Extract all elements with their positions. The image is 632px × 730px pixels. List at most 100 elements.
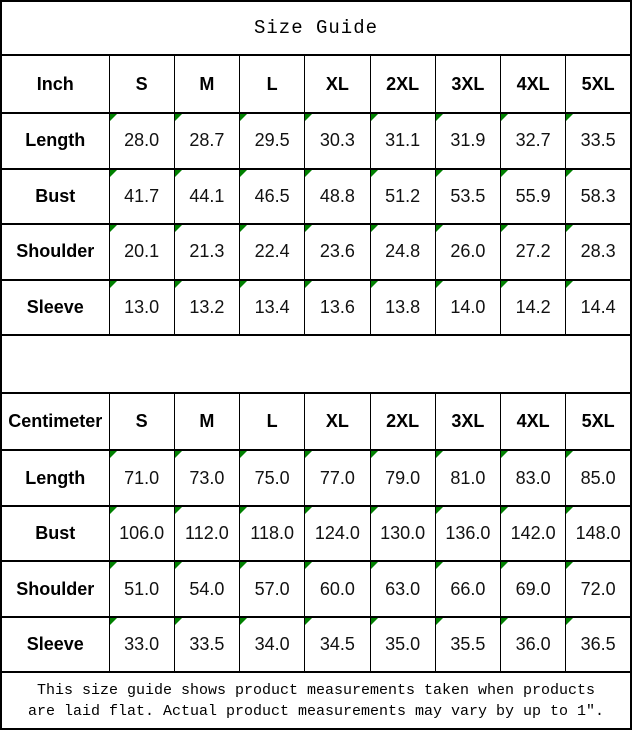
measurement-value: 13.4 bbox=[254, 296, 290, 317]
green-corner-flag-icon bbox=[501, 507, 508, 514]
measurement-value: 106.0 bbox=[119, 523, 165, 544]
measurement-value: 55.9 bbox=[515, 185, 551, 206]
green-corner-flag-icon bbox=[501, 281, 508, 288]
measurement-cell: 35.5 bbox=[434, 615, 502, 674]
measurement-value: 14.0 bbox=[450, 296, 486, 317]
green-corner-flag-icon bbox=[240, 226, 247, 233]
measurement-cell: 14.2 bbox=[499, 278, 567, 337]
green-corner-flag-icon bbox=[566, 115, 574, 122]
measurement-cell: 21.3 bbox=[173, 223, 241, 281]
green-corner-flag-icon bbox=[175, 507, 182, 514]
table-spacer bbox=[0, 334, 632, 394]
measurement-cell: 69.0 bbox=[499, 560, 567, 618]
measurement-cell: 13.2 bbox=[173, 278, 241, 337]
measurement-value: 53.5 bbox=[450, 185, 486, 206]
measurement-value: 28.0 bbox=[124, 130, 160, 151]
green-corner-flag-icon bbox=[305, 563, 313, 570]
unit-header-inch: Inch bbox=[0, 54, 110, 115]
measurement-cell: 77.0 bbox=[304, 449, 371, 507]
footer-note: This size guide shows product measuremen… bbox=[0, 671, 632, 730]
measurement-value: 34.5 bbox=[319, 634, 355, 655]
measurement-cell: 22.4 bbox=[238, 223, 306, 281]
measurement-value: 33.5 bbox=[580, 130, 616, 151]
measurement-cell: 13.6 bbox=[304, 278, 371, 337]
measurement-cell: 33.0 bbox=[108, 615, 175, 674]
size-header-2xl: 2XL bbox=[369, 54, 436, 115]
green-corner-flag-icon bbox=[110, 507, 117, 514]
measurement-cell: 83.0 bbox=[499, 449, 567, 507]
measurement-value: 72.0 bbox=[580, 578, 616, 599]
green-corner-flag-icon bbox=[501, 452, 508, 459]
measurement-cell: 136.0 bbox=[434, 504, 502, 563]
green-corner-flag-icon bbox=[175, 115, 182, 122]
measurement-value: 79.0 bbox=[385, 467, 421, 488]
green-corner-flag-icon bbox=[436, 618, 443, 625]
measurement-value: 13.2 bbox=[189, 296, 225, 317]
measurement-value: 33.0 bbox=[124, 634, 160, 655]
measurement-cell: 44.1 bbox=[173, 167, 241, 226]
measurement-value: 136.0 bbox=[445, 523, 491, 544]
measurement-value: 54.0 bbox=[189, 578, 225, 599]
green-corner-flag-icon bbox=[110, 618, 117, 625]
green-corner-flag-icon bbox=[305, 115, 313, 122]
measurement-value: 14.2 bbox=[515, 296, 551, 317]
measurement-value: 32.7 bbox=[515, 130, 551, 151]
page-title: Size Guide bbox=[0, 0, 632, 57]
measurement-value: 48.8 bbox=[319, 185, 355, 206]
measurement-value: 69.0 bbox=[515, 578, 551, 599]
size-header-l: L bbox=[238, 391, 306, 452]
green-corner-flag-icon bbox=[566, 170, 574, 177]
size-header-s: S bbox=[108, 54, 175, 115]
footer-note-line1: This size guide shows product measuremen… bbox=[36, 681, 596, 699]
size-header-3xl: 3XL bbox=[434, 54, 502, 115]
green-corner-flag-icon bbox=[436, 281, 443, 288]
measurement-value: 77.0 bbox=[319, 467, 355, 488]
row-label-length: Length bbox=[0, 449, 110, 507]
measurement-value: 22.4 bbox=[254, 241, 290, 262]
measurement-value: 13.6 bbox=[319, 296, 355, 317]
measurement-value: 85.0 bbox=[580, 467, 616, 488]
measurement-cell: 60.0 bbox=[304, 560, 371, 618]
measurement-cell: 148.0 bbox=[565, 504, 632, 563]
measurement-value: 31.9 bbox=[450, 130, 486, 151]
measurement-cell: 106.0 bbox=[108, 504, 175, 563]
measurement-value: 46.5 bbox=[254, 185, 290, 206]
measurement-cell: 81.0 bbox=[434, 449, 502, 507]
measurement-value: 112.0 bbox=[185, 523, 229, 544]
measurement-cell: 32.7 bbox=[499, 112, 567, 170]
measurement-value: 130.0 bbox=[380, 523, 426, 544]
green-corner-flag-icon bbox=[240, 452, 247, 459]
measurement-cell: 58.3 bbox=[565, 167, 632, 226]
measurement-value: 21.3 bbox=[189, 241, 225, 262]
measurement-value: 29.5 bbox=[254, 130, 290, 151]
green-corner-flag-icon bbox=[566, 507, 574, 514]
measurement-value: 33.5 bbox=[189, 634, 225, 655]
green-corner-flag-icon bbox=[501, 618, 508, 625]
green-corner-flag-icon bbox=[371, 170, 378, 177]
green-corner-flag-icon bbox=[501, 226, 508, 233]
measurement-value: 24.8 bbox=[385, 241, 421, 262]
measurement-cell: 13.8 bbox=[369, 278, 436, 337]
measurement-value: 26.0 bbox=[450, 241, 486, 262]
measurement-value: 118.0 bbox=[250, 523, 294, 544]
measurement-value: 36.5 bbox=[580, 634, 616, 655]
measurement-value: 34.0 bbox=[254, 634, 290, 655]
row-label-sleeve: Sleeve bbox=[0, 615, 110, 674]
measurement-cell: 34.0 bbox=[238, 615, 306, 674]
green-corner-flag-icon bbox=[240, 618, 247, 625]
green-corner-flag-icon bbox=[371, 452, 378, 459]
size-header-l: L bbox=[238, 54, 306, 115]
measurement-value: 31.1 bbox=[385, 130, 421, 151]
measurement-cell: 112.0 bbox=[173, 504, 241, 563]
size-header-5xl: 5XL bbox=[565, 391, 632, 452]
measurement-cell: 72.0 bbox=[565, 560, 632, 618]
size-header-m: M bbox=[173, 391, 241, 452]
green-corner-flag-icon bbox=[305, 507, 313, 514]
measurement-cell: 79.0 bbox=[369, 449, 436, 507]
measurement-value: 148.0 bbox=[575, 523, 621, 544]
row-label-shoulder: Shoulder bbox=[0, 223, 110, 281]
inch-bust-row: Bust 41.7 44.1 46.5 48.8 51.2 53.5 55.9 … bbox=[0, 167, 632, 226]
cm-bust-row: Bust 106.0 112.0 118.0 124.0 130.0 136.0… bbox=[0, 504, 632, 563]
measurement-cell: 33.5 bbox=[173, 615, 241, 674]
